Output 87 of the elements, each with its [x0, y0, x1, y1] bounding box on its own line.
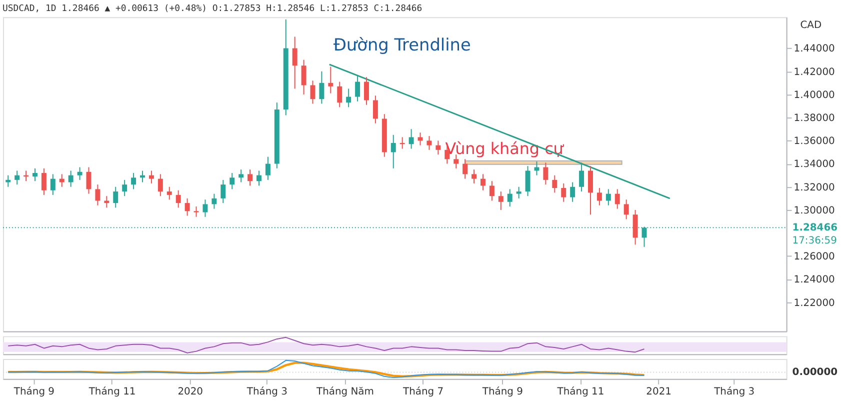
- candlestick: [328, 66, 334, 94]
- candlestick: [498, 190, 504, 210]
- candlestick: [212, 193, 217, 210]
- candlestick: [588, 166, 593, 216]
- y-tick-label: 1.22000: [794, 298, 835, 309]
- x-tick-label: 2020: [178, 386, 204, 398]
- candlestick: [166, 186, 172, 200]
- ref-line-label: 0.00000: [792, 367, 838, 378]
- candlestick: [561, 182, 566, 202]
- candlestick: [220, 179, 226, 204]
- candlestick: [230, 172, 235, 190]
- candlestick: [606, 188, 611, 206]
- annotation: Đường Trendline: [333, 34, 471, 55]
- candlestick: [148, 170, 154, 184]
- candlestick: [364, 76, 369, 106]
- candlestick: [426, 136, 432, 150]
- candlestick: [176, 190, 181, 208]
- x-tick-label: Tháng 9: [481, 386, 523, 398]
- x-tick-label: Tháng 11: [88, 386, 136, 398]
- candlestick: [337, 81, 342, 108]
- candlestick: [346, 88, 352, 108]
- candlestick: [552, 174, 558, 194]
- y-tick-label: 1.26000: [794, 252, 835, 263]
- candlestick: [472, 169, 476, 184]
- ref-line-label: 1.28466: [792, 222, 838, 234]
- candlestick: [301, 59, 306, 95]
- candlestick: [194, 206, 199, 218]
- y-tick-label: 1.32000: [794, 182, 835, 194]
- candlestick: [50, 174, 56, 196]
- candlestick: [525, 166, 530, 197]
- chart-title: USDCAD, 1D 1.28466 ▲ +0.00613 (+0.48%) O:1.27853 H:1.28546 L:1.27853 C:1.28466: [2, 4, 422, 14]
- candlestick: [624, 199, 629, 220]
- candlestick: [41, 168, 46, 196]
- candlestick: [436, 140, 441, 156]
- candlestick: [614, 188, 620, 210]
- candlestick: [418, 132, 423, 146]
- candlestick: [248, 169, 252, 186]
- candlestick: [104, 196, 110, 208]
- x-tick-label: Tháng 7: [402, 386, 444, 398]
- candlestick: [122, 179, 128, 197]
- candlestick: [95, 184, 100, 206]
- candlestick: [113, 186, 118, 208]
- candlestick: [265, 156, 270, 180]
- candlestick: [579, 162, 584, 192]
- x-tick-label: Tháng Năm: [316, 386, 374, 398]
- candlestick: [238, 169, 244, 183]
- candlestick: [184, 198, 190, 216]
- candlestick: [158, 174, 163, 197]
- candlestick: [202, 199, 208, 218]
- candlestick: [68, 170, 74, 188]
- y-axis-title: CAD: [800, 20, 822, 32]
- candlestick: [543, 162, 548, 186]
- candlestick: [372, 95, 378, 124]
- candlestick: [256, 170, 262, 186]
- x-tick-label: Tháng 9: [12, 386, 54, 398]
- candlestick: [570, 182, 576, 202]
- candlestick: [480, 174, 486, 191]
- candlestick: [292, 36, 298, 90]
- candlestick: [489, 180, 494, 202]
- candlestick: [131, 172, 136, 190]
- y-tick-label: 1.30000: [794, 205, 835, 216]
- y-tick-label: 1.38000: [794, 113, 835, 124]
- candlestick: [462, 158, 468, 180]
- candlestick: [319, 70, 324, 104]
- text: 17:36:59: [792, 236, 837, 247]
- candlestick: [507, 188, 512, 207]
- candlestick: [32, 168, 38, 182]
- candlestick: [14, 170, 20, 186]
- y-tick-label: 1.44000: [794, 44, 835, 55]
- candlestick: [77, 166, 82, 180]
- candlestick: [632, 209, 638, 246]
- candlestick: [516, 186, 522, 199]
- candlestick: [355, 75, 360, 102]
- candlestick: [596, 188, 602, 206]
- candlestick: [408, 128, 414, 150]
- x-tick-label: Tháng 3: [246, 386, 288, 398]
- y-tick-label: 1.40000: [794, 90, 835, 101]
- x-tick-label: Tháng 3: [713, 386, 755, 398]
- y-tick-label: 1.36000: [794, 136, 835, 148]
- candlestick: [310, 80, 316, 104]
- candlestick: [534, 160, 540, 176]
- x-tick-label: 2021: [646, 386, 672, 398]
- y-tick-label: 1.42000: [794, 66, 835, 78]
- x-tick-label: Tháng 11: [556, 386, 604, 398]
- y-tick-label: 1.24000: [794, 274, 835, 286]
- y-tick-label: 1.34000: [794, 159, 835, 170]
- candlestick: [390, 134, 396, 169]
